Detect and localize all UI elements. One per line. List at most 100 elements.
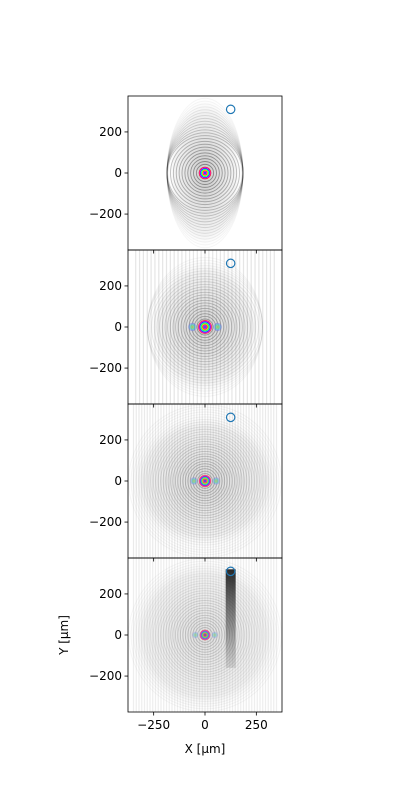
phase-side-lobe [192,632,198,638]
interference-ring [172,602,238,668]
phase-side-lobe [212,477,220,485]
interference-ring [170,138,240,208]
interference-ring [152,428,258,534]
interference-ring [162,592,248,678]
interference-ring [147,257,263,397]
interference-ring [193,315,217,339]
interference-ring [157,587,253,683]
target-marker [225,258,236,269]
phase-core-ring [204,634,206,636]
y-tick-label: 0 [114,628,122,642]
phase-core-ring [201,631,209,639]
interference-ring [147,267,263,387]
interference-ring [130,560,280,710]
interference-ring [166,106,244,240]
interference-ring [167,597,243,673]
phase-core-ring [200,630,210,640]
interference-ring [194,470,216,492]
interference-ring [166,103,244,243]
interference-ring [189,465,221,497]
interference-ring [140,570,270,700]
interference-ring [184,614,226,656]
interference-ring [175,143,235,203]
interference-ring [166,97,244,249]
panel-4-image [128,558,282,712]
phase-side-lobe [192,479,196,483]
phase-side-lobe [190,478,197,484]
interference-ring [135,565,275,705]
interference-ring [142,418,268,544]
interference-ring [179,455,231,507]
interference-ring [128,558,282,712]
interference-ring [155,585,255,685]
y-tick-label: −200 [89,361,122,375]
interference-ring [197,473,213,489]
interference-ring [145,575,265,695]
phase-side-lobe [213,633,216,637]
interference-ring [140,416,270,546]
interference-ring [165,441,245,521]
interference-ring [160,590,250,680]
phase-side-lobe [192,631,199,639]
interference-ring [159,281,251,373]
interference-ring [166,112,244,234]
interference-ring [166,132,244,214]
phase-core-ring [200,630,210,640]
phase-side-lobe [193,633,198,637]
interference-ring [184,152,226,194]
interference-ring [195,163,215,183]
x-axis-label: X [μm] [185,742,226,756]
interference-ring [151,273,259,381]
interference-ring [148,270,262,384]
phase-side-lobe [213,478,220,484]
interference-ring [133,563,277,707]
interference-ring [187,617,223,653]
interference-ring [194,624,216,646]
interference-ring [152,582,258,688]
interference-ring [157,433,253,529]
interference-ring [147,577,263,693]
interference-ring [190,158,220,188]
y-tick-label: 200 [99,587,122,601]
panel-3: 200 0 −200 [89,403,283,562]
interference-ring [177,299,233,355]
y-tick-label: 200 [99,279,122,293]
interference-ring [166,129,244,217]
phase-side-lobe [191,326,194,328]
interference-ring [166,109,244,237]
interference-ring [169,291,241,363]
phase-side-lobe [214,323,221,331]
panel-3-image [128,404,282,558]
intensity-envelope [128,558,282,712]
interference-ring [138,414,272,548]
interference-ring [183,305,227,349]
interference-ring [147,262,263,392]
interference-ring [202,632,208,638]
x-tick-label: 250 [245,718,268,732]
target-marker [225,104,236,115]
phase-side-lobe [190,325,195,329]
interference-ring [177,453,233,509]
interference-ring [182,458,228,504]
y-tick-label: 0 [114,166,122,180]
phase-side-lobe [189,323,196,331]
interference-ring [167,135,243,211]
y-tick-label: 200 [99,433,122,447]
interference-ring [128,404,282,558]
interference-ring [191,313,219,341]
interference-ring [187,155,223,191]
target-marker [225,412,236,423]
phase-side-lobe [212,632,218,638]
interference-ring [167,289,243,365]
panel-2-image [135,250,275,404]
interference-ring [187,463,223,499]
interference-ring [133,409,277,553]
phase-side-lobe [216,326,219,328]
y-tick-label: −200 [89,669,122,683]
phase-side-lobe [194,634,197,636]
interference-ring [175,297,235,357]
interference-ring [184,460,226,502]
interference-ring [164,286,246,368]
phase-side-lobe [188,322,197,332]
